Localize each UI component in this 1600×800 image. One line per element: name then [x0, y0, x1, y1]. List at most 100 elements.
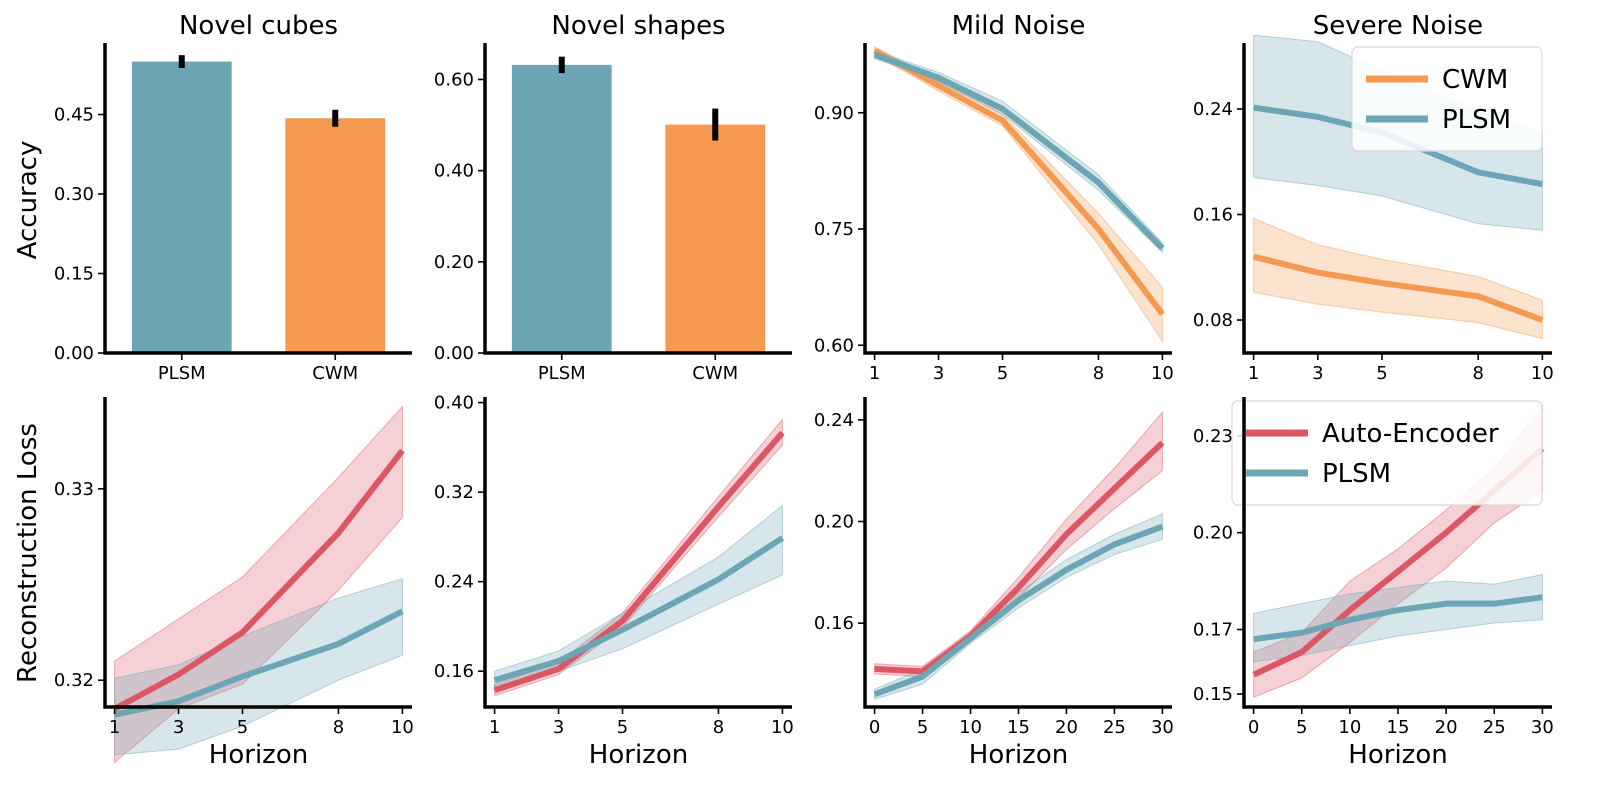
panel-p12: 0.16 0.20 0.24 0 5 10 15 20 25 30 Horizon	[814, 397, 1174, 770]
x-axis-label: Horizon	[209, 740, 308, 770]
y-tick-label: 0.24	[814, 410, 854, 431]
legend-box	[1351, 46, 1543, 152]
panel-p13: 0.15 0.17 0.20 0.23 0 5 10 15 20 25 30 Horizon Auto-…	[1193, 397, 1554, 770]
panel-p02: Mild Noise 0.60 0.75 0.90 1 3 5 8 10	[814, 11, 1174, 384]
x-tick-label: 3	[173, 717, 184, 738]
x-tick-label: 30	[1531, 717, 1554, 738]
x-tick-label: 30	[1151, 717, 1174, 738]
legend: CWM PLSM	[1351, 46, 1543, 152]
x-tick-label: 5	[237, 717, 248, 738]
y-tick-label: 0.23	[1193, 426, 1233, 447]
x-tick-label: 3	[1312, 363, 1323, 384]
legend: Auto-Encoder PLSM	[1231, 400, 1543, 506]
x-tick-label: 5	[917, 717, 928, 738]
bar-cwm	[665, 124, 766, 354]
line-auto-encoder	[874, 440, 1165, 675]
panel-p01: Novel shapes 0.00 0.20 0.40 0.60 PLSM CWM	[434, 11, 792, 384]
band-cwm	[1253, 217, 1543, 340]
y-tick-label: 0.16	[1193, 204, 1233, 225]
panel-p10: 0.32 0.33 1 3 5 8 10 Horizon	[54, 397, 414, 770]
panel-title: Novel cubes	[179, 11, 338, 41]
x-tick-label: 10	[771, 717, 794, 738]
y-tick-label: 0.32	[54, 670, 94, 691]
y-tick-label: 0.16	[814, 613, 854, 634]
x-tick-label: 5	[1376, 363, 1387, 384]
legend-label: Auto-Encoder	[1322, 419, 1499, 449]
y-tick-label: 0.17	[1193, 620, 1233, 641]
panel-title: Severe Noise	[1313, 11, 1483, 41]
y-tick-label: 0.24	[1193, 99, 1233, 120]
band-auto-encoder	[494, 417, 783, 697]
panel-p00: Novel cubes 0.00 0.15 0.30 0.45 PLSM CWM	[54, 11, 412, 384]
band-plsm	[1253, 573, 1543, 663]
x-tick-label: 5	[997, 363, 1008, 384]
x-axis-label: Horizon	[589, 740, 688, 770]
y-tick-label: 0.16	[434, 661, 474, 682]
row-label-accuracy: Accuracy	[13, 141, 43, 260]
band-auto-encoder	[114, 405, 403, 764]
line-plsm	[873, 523, 1164, 698]
line-auto-encoder	[113, 448, 405, 712]
legend-box	[1231, 400, 1543, 506]
y-tick-label: 0.60	[434, 69, 474, 90]
line-auto-encoder	[493, 430, 785, 694]
legend-label: PLSM	[1442, 105, 1511, 135]
x-tick-label: 10	[391, 717, 414, 738]
x-tick-label: 10	[1531, 363, 1554, 384]
panel-p11: 0.16 0.24 0.32 0.40 1 3 5 8 10 Horizon	[434, 393, 794, 770]
x-tick-label: 3	[553, 717, 564, 738]
y-tick-label: 0.40	[434, 393, 474, 414]
y-tick-label: 0.90	[814, 103, 854, 124]
x-tick-label: 8	[713, 717, 724, 738]
y-tick-label: 0.45	[54, 105, 94, 126]
row-label-reconstruction-loss: Reconstruction Loss	[13, 423, 43, 683]
panel-title: Novel shapes	[551, 11, 725, 41]
bar-plsm	[511, 64, 612, 353]
line-cwm	[1252, 253, 1544, 323]
legend-label: PLSM	[1322, 459, 1391, 489]
x-tick-label: 0	[1248, 717, 1259, 738]
x-tick-label: CWM	[692, 363, 738, 384]
legend-label: CWM	[1442, 65, 1508, 95]
x-tick-label: 1	[489, 717, 500, 738]
x-tick-label: 15	[1387, 717, 1410, 738]
band-cwm	[874, 46, 1163, 344]
panel-title: Mild Noise	[952, 11, 1086, 41]
x-axis-label: Horizon	[1348, 740, 1447, 770]
panel-p03: Severe Noise 0.08 0.16 0.24 1 3 5 8 10 CWM PLSM	[1193, 11, 1554, 384]
x-tick-label: 3	[933, 363, 944, 384]
x-tick-label: 25	[1103, 717, 1126, 738]
x-tick-label: 5	[1296, 717, 1307, 738]
line-plsm	[1253, 594, 1543, 643]
x-tick-label: 10	[1151, 363, 1174, 384]
bar-cwm	[285, 118, 386, 353]
y-tick-label: 0.08	[1193, 310, 1233, 331]
x-axis-label: Horizon	[969, 740, 1068, 770]
x-tick-label: 25	[1483, 717, 1506, 738]
band-plsm	[874, 50, 1163, 254]
x-tick-label: 1	[1248, 363, 1259, 384]
y-tick-label: 0.75	[814, 219, 854, 240]
line-plsm	[873, 51, 1165, 251]
x-tick-label: 1	[869, 363, 880, 384]
x-tick-label: 20	[1435, 717, 1458, 738]
y-tick-label: 0.15	[54, 264, 94, 285]
y-tick-label: 0.24	[434, 572, 474, 593]
y-tick-label: 0.00	[54, 343, 94, 364]
x-tick-label: PLSM	[158, 363, 206, 384]
line-plsm	[493, 535, 785, 684]
x-tick-label: 8	[1093, 363, 1104, 384]
y-tick-label: 0.20	[434, 252, 474, 273]
x-tick-label: 20	[1055, 717, 1078, 738]
y-tick-label: 0.60	[814, 335, 854, 356]
x-tick-label: 5	[617, 717, 628, 738]
x-tick-label: PLSM	[538, 363, 586, 384]
x-tick-label: 10	[959, 717, 982, 738]
y-tick-label: 0.40	[434, 161, 474, 182]
y-tick-label: 0.30	[54, 184, 94, 205]
x-tick-label: CWM	[312, 363, 358, 384]
x-tick-label: 8	[1472, 363, 1483, 384]
x-tick-label: 10	[1338, 717, 1361, 738]
x-tick-label: 8	[333, 717, 344, 738]
